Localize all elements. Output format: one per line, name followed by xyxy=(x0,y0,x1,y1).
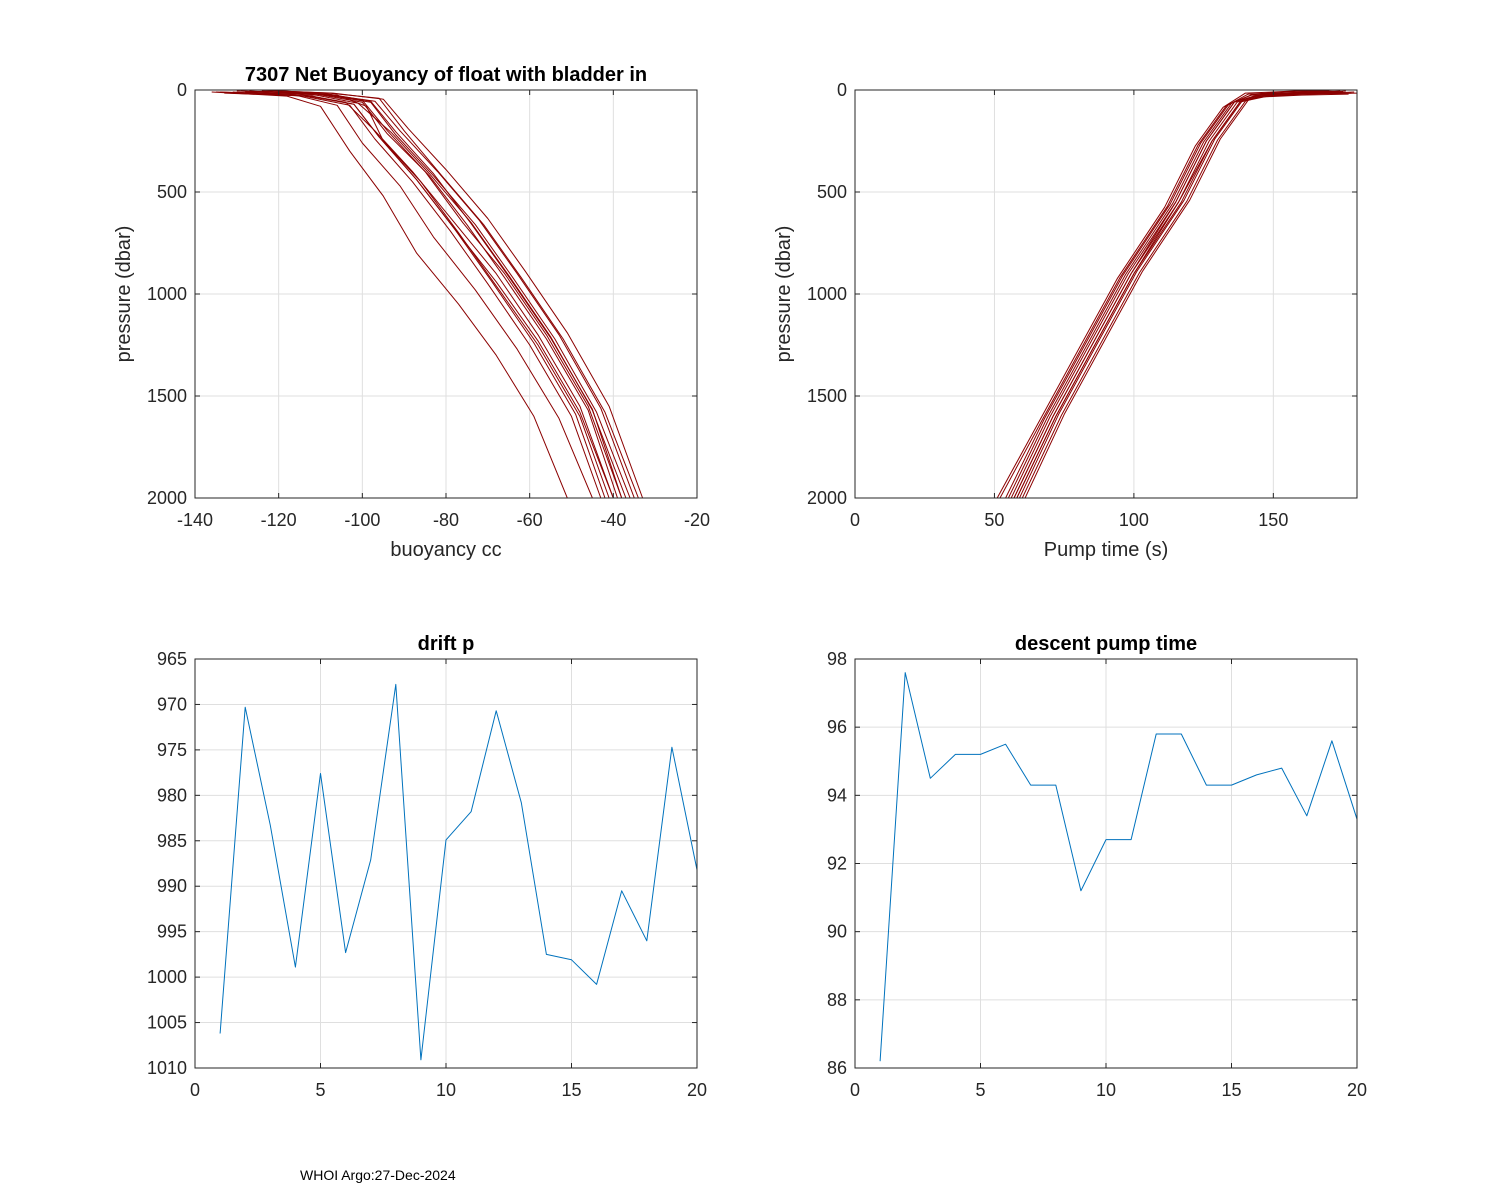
drift-xtick-label: 5 xyxy=(315,1080,325,1100)
drift-xtick-label: 20 xyxy=(687,1080,707,1100)
drift-xtick-label: 0 xyxy=(190,1080,200,1100)
pumptime-ytick-label: 500 xyxy=(817,182,847,202)
descent-ytick-label: 86 xyxy=(827,1058,847,1078)
pumptime-ylabel: pressure (dbar) xyxy=(773,226,795,363)
drift-ytick-label: 970 xyxy=(157,694,187,714)
pumptime-ytick-label: 1500 xyxy=(807,386,847,406)
drift-xtick-label: 10 xyxy=(436,1080,456,1100)
pumptime-xtick-label: 100 xyxy=(1119,510,1149,530)
drift-ytick-label: 975 xyxy=(157,740,187,760)
buoyancy-series-line xyxy=(266,90,623,498)
drift-ytick-label: 965 xyxy=(157,649,187,669)
drift-ytick-label: 980 xyxy=(157,785,187,805)
descent-xtick-label: 10 xyxy=(1096,1080,1116,1100)
descent-chart: 0 5 10 15 20 86 88 90 92 94 96 98 descent pump time xyxy=(827,633,1367,1100)
buoyancy-series-line xyxy=(232,91,602,498)
buoyancy-xtick-label: -120 xyxy=(261,510,297,530)
buoyancy-xtick-label: -40 xyxy=(600,510,626,530)
buoyancy-ylabel: pressure (dbar) xyxy=(113,226,135,363)
pumptime-series-line xyxy=(1016,93,1349,498)
pumptime-ytick-label: 1000 xyxy=(807,284,847,304)
pumptime-xtick-label: 150 xyxy=(1258,510,1288,530)
buoyancy-series-line xyxy=(278,90,644,498)
buoyancy-ytick-label: 1500 xyxy=(147,386,187,406)
drift-series-line xyxy=(219,683,697,1061)
pumptime-xlabel: Pump time (s) xyxy=(1044,539,1168,561)
buoyancy-ytick-label: 0 xyxy=(177,80,187,100)
drift-ytick-label: 1005 xyxy=(147,1013,187,1033)
drift-ytick-label: 985 xyxy=(157,831,187,851)
buoyancy-xtick-label: -100 xyxy=(344,510,380,530)
buoyancy-chart: -140 -120 -100 -80 -60 -40 -20 0 500 1000 1500 2000… xyxy=(113,64,710,561)
descent-xtick-label: 15 xyxy=(1221,1080,1241,1100)
descent-ytick-label: 96 xyxy=(827,717,847,737)
descent-ytick-label: 98 xyxy=(827,649,847,669)
pumptime-series-line xyxy=(996,90,1316,498)
descent-title: descent pump time xyxy=(1015,633,1197,655)
drift-ytick-label: 1000 xyxy=(147,967,187,987)
descent-series-line xyxy=(879,672,1357,1062)
pumptime-ytick-label: 2000 xyxy=(807,488,847,508)
buoyancy-series-line xyxy=(253,92,614,498)
descent-xtick-label: 0 xyxy=(850,1080,860,1100)
buoyancy-series-line xyxy=(211,91,568,498)
drift-title: drift p xyxy=(418,633,475,655)
buoyancy-series-line xyxy=(220,91,593,498)
buoyancy-title: 7307 Net Buoyancy of float with bladder … xyxy=(245,64,647,86)
pumptime-series-line xyxy=(1021,90,1346,498)
buoyancy-xtick-label: -140 xyxy=(177,510,213,530)
descent-ytick-label: 94 xyxy=(827,785,847,805)
buoyancy-ytick-label: 2000 xyxy=(147,488,187,508)
pumptime-xtick-label: 50 xyxy=(984,510,1004,530)
pumptime-series-line xyxy=(1013,90,1332,498)
buoyancy-ytick-label: 1000 xyxy=(147,284,187,304)
buoyancy-xtick-label: -20 xyxy=(684,510,710,530)
descent-ytick-label: 90 xyxy=(827,922,847,942)
drift-ytick-label: 1010 xyxy=(147,1058,187,1078)
buoyancy-ytick-label: 500 xyxy=(157,182,187,202)
pumptime-xtick-label: 0 xyxy=(850,510,860,530)
buoyancy-xtick-label: -80 xyxy=(433,510,459,530)
pumptime-ytick-label: 0 xyxy=(837,80,847,100)
footer-stamp: WHOI Argo:27-Dec-2024 xyxy=(300,1167,456,1183)
pumptime-series-line xyxy=(1024,91,1355,498)
drift-chart: 0 5 10 15 20 965 970 975 980 985 990 995 1000 1005 101… xyxy=(147,633,707,1100)
buoyancy-series-line xyxy=(240,90,618,498)
drift-xtick-label: 15 xyxy=(561,1080,581,1100)
descent-xtick-label: 20 xyxy=(1347,1080,1367,1100)
descent-ytick-label: 88 xyxy=(827,990,847,1010)
drift-ytick-label: 990 xyxy=(157,876,187,896)
buoyancy-xtick-label: -60 xyxy=(517,510,543,530)
descent-xtick-label: 5 xyxy=(975,1080,985,1100)
drift-ytick-label: 995 xyxy=(157,922,187,942)
descent-ytick-label: 92 xyxy=(827,854,847,874)
buoyancy-xlabel: buoyancy cc xyxy=(390,539,501,561)
pumptime-series-line xyxy=(1007,90,1341,498)
